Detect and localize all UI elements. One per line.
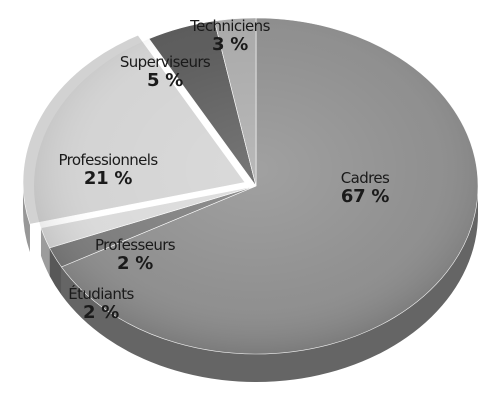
slice-name-professionnels: Professionnels (58, 151, 158, 169)
pie-side-professionnels (22, 182, 30, 253)
slice-value-professionnels: 21 % (84, 168, 132, 189)
slice-name-superviseurs: Superviseurs (120, 53, 211, 71)
slice-value-professeurs: 2 % (117, 253, 153, 274)
slice-value-etudiants: 2 % (83, 302, 119, 323)
slice-name-etudiants: Étudiants (68, 284, 134, 303)
slice-name-techniciens: Techniciens (189, 17, 270, 35)
slice-value-techniciens: 3 % (212, 34, 248, 55)
slice-name-professeurs: Professeurs (95, 236, 176, 254)
slice-name-cadres: Cadres (341, 169, 390, 187)
slice-value-cadres: 67 % (341, 186, 389, 207)
slice-value-superviseurs: 5 % (147, 70, 183, 91)
